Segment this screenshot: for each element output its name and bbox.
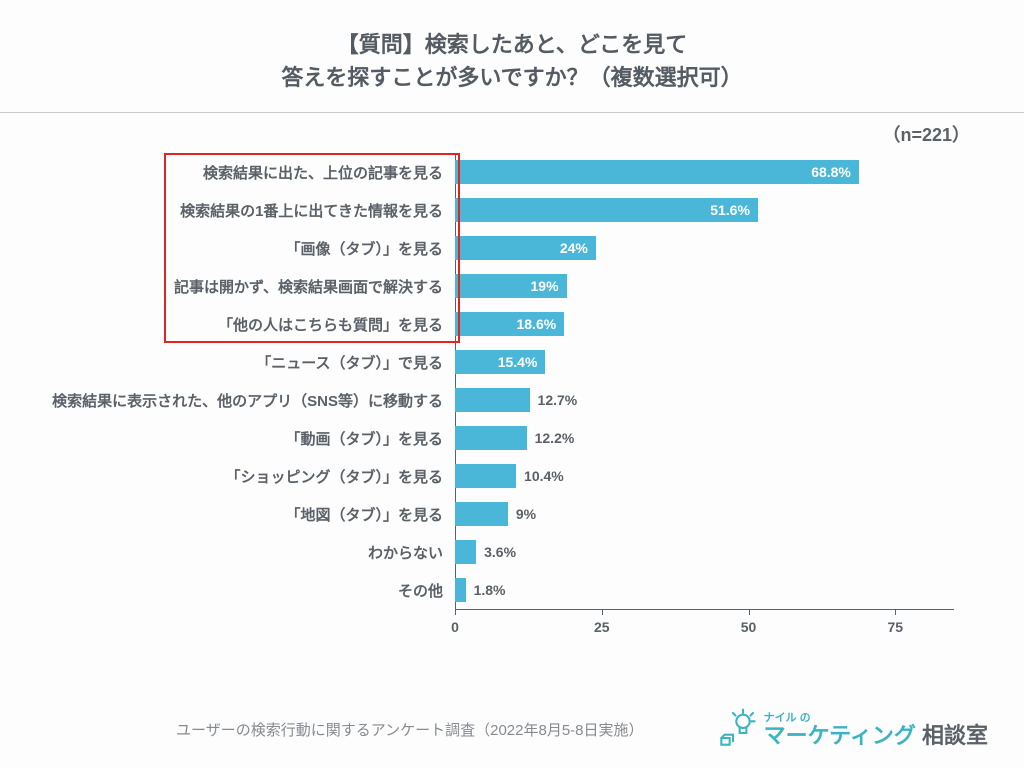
bar-area: 12.7% bbox=[455, 381, 954, 419]
category-label: 「動画（タブ）」を見る bbox=[0, 428, 455, 449]
value-label: 1.8% bbox=[474, 582, 506, 598]
chart-row: 「ニュース（タブ）」で見る 15.4% bbox=[0, 343, 954, 381]
category-label: 「ニュース（タブ）」で見る bbox=[0, 352, 455, 373]
category-label: 検索結果に出た、上位の記事を見る bbox=[0, 162, 455, 183]
x-axis bbox=[455, 609, 954, 610]
bar bbox=[455, 578, 466, 602]
value-label: 19% bbox=[531, 278, 559, 294]
x-tick bbox=[455, 609, 456, 615]
bar bbox=[455, 502, 508, 526]
bar-area: 51.6% bbox=[455, 191, 954, 229]
chart-row: 「地図（タブ）」を見る 9% bbox=[0, 495, 954, 533]
category-label: わからない bbox=[0, 542, 455, 563]
value-label: 15.4% bbox=[498, 354, 538, 370]
bar-area: 1.8% bbox=[455, 571, 954, 609]
logo-accent-text: マーケティング bbox=[764, 723, 916, 748]
bar: 15.4% bbox=[455, 350, 545, 374]
footer: ユーザーの検索行動に関するアンケート調査（2022年8月5-8日実施） ナイル … bbox=[0, 708, 1024, 748]
category-label: その他 bbox=[0, 580, 455, 601]
x-tick bbox=[895, 609, 896, 615]
chart-row: わからない 3.6% bbox=[0, 533, 954, 571]
bar: 19% bbox=[455, 274, 567, 298]
sample-size-label: （n=221） bbox=[0, 119, 1024, 147]
chart-title: 【質問】検索したあと、どこを見て 答えを探すことが多いですか？（複数選択可） bbox=[0, 0, 1024, 108]
chart-row: 記事は開かず、検索結果画面で解決する 19% bbox=[0, 267, 954, 305]
chart-row: 「動画（タブ）」を見る 12.2% bbox=[0, 419, 954, 457]
category-label: 「画像（タブ）」を見る bbox=[0, 238, 455, 259]
source-text: ユーザーの検索行動に関するアンケート調査（2022年8月5-8日実施） bbox=[176, 719, 644, 748]
bar bbox=[455, 464, 516, 488]
category-label: 検索結果の1番上に出てきた情報を見る bbox=[0, 200, 455, 221]
x-tick bbox=[602, 609, 603, 615]
category-label: 「ショッピング（タブ）」を見る bbox=[0, 466, 455, 487]
value-label: 24% bbox=[560, 240, 588, 256]
bar-area: 10.4% bbox=[455, 457, 954, 495]
bar-chart: 0 25 50 75 検索結果に出た、上位の記事を見る 68.8% 検索結果の1番上に出て… bbox=[0, 153, 954, 643]
bar: 68.8% bbox=[455, 160, 859, 184]
title-line-2: 答えを探すことが多いですか？（複数選択可） bbox=[20, 61, 1004, 94]
logo-plain-text: 相談室 bbox=[916, 723, 988, 748]
title-line-1: 【質問】検索したあと、どこを見て bbox=[20, 28, 1004, 61]
value-label: 9% bbox=[516, 506, 536, 522]
value-label: 68.8% bbox=[811, 164, 851, 180]
category-label: 検索結果に表示された、他のアプリ（SNS等）に移動する bbox=[0, 390, 455, 411]
chart-row: その他 1.8% bbox=[0, 571, 954, 609]
lightbulb-icon bbox=[718, 708, 758, 748]
bar-area: 3.6% bbox=[455, 533, 954, 571]
bar bbox=[455, 426, 527, 450]
value-label: 10.4% bbox=[524, 468, 564, 484]
bar-area: 18.6% bbox=[455, 305, 954, 343]
bar: 18.6% bbox=[455, 312, 564, 336]
x-tick-label: 25 bbox=[594, 619, 610, 635]
value-label: 12.7% bbox=[538, 392, 578, 408]
x-tick-label: 75 bbox=[887, 619, 903, 635]
divider bbox=[0, 112, 1024, 113]
category-label: 記事は開かず、検索結果画面で解決する bbox=[0, 276, 455, 297]
x-tick-label: 50 bbox=[741, 619, 757, 635]
chart-row: 「他の人はこちらも質問」を見る 18.6% bbox=[0, 305, 954, 343]
bar-area: 15.4% bbox=[455, 343, 954, 381]
category-label: 「他の人はこちらも質問」を見る bbox=[0, 314, 455, 335]
bar-area: 9% bbox=[455, 495, 954, 533]
bar: 24% bbox=[455, 236, 596, 260]
value-label: 3.6% bbox=[484, 544, 516, 560]
bar-area: 19% bbox=[455, 267, 954, 305]
bar bbox=[455, 388, 530, 412]
value-label: 12.2% bbox=[535, 430, 575, 446]
value-label: 18.6% bbox=[516, 316, 556, 332]
logo-text: ナイル の マーケティング 相談室 bbox=[764, 713, 988, 748]
chart-row: 「画像（タブ）」を見る 24% bbox=[0, 229, 954, 267]
x-tick-label: 0 bbox=[451, 619, 459, 635]
bar: 51.6% bbox=[455, 198, 758, 222]
chart-row: 「ショッピング（タブ）」を見る 10.4% bbox=[0, 457, 954, 495]
brand-logo: ナイル の マーケティング 相談室 bbox=[718, 708, 988, 748]
chart-row: 検索結果の1番上に出てきた情報を見る 51.6% bbox=[0, 191, 954, 229]
chart-row: 検索結果に表示された、他のアプリ（SNS等）に移動する 12.7% bbox=[0, 381, 954, 419]
bar-area: 68.8% bbox=[455, 153, 954, 191]
category-label: 「地図（タブ）」を見る bbox=[0, 504, 455, 525]
bar-area: 12.2% bbox=[455, 419, 954, 457]
x-tick bbox=[749, 609, 750, 615]
bar-area: 24% bbox=[455, 229, 954, 267]
value-label: 51.6% bbox=[710, 202, 750, 218]
bar bbox=[455, 540, 476, 564]
chart-row: 検索結果に出た、上位の記事を見る 68.8% bbox=[0, 153, 954, 191]
